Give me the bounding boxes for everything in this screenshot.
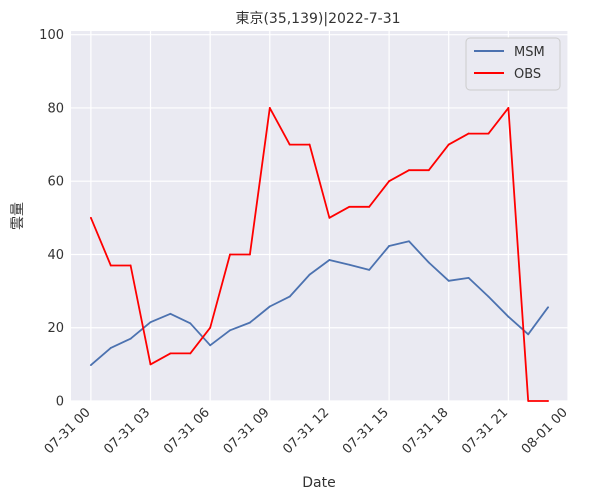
data-point-msm [527, 333, 530, 336]
data-point-obs [89, 216, 92, 219]
data-point-msm [447, 279, 450, 282]
data-point-msm [89, 364, 92, 366]
series-layer [89, 107, 550, 402]
x-tick-label: 07-31 18 [400, 405, 452, 457]
y-tick-label: 40 [47, 248, 64, 263]
y-axis-title: 雲量 [10, 202, 26, 230]
data-point-obs [268, 107, 271, 109]
series-line-obs [90, 107, 549, 402]
y-tick-label: 80 [47, 101, 64, 116]
data-point-msm [169, 312, 172, 315]
data-point-obs [129, 264, 132, 267]
data-point-obs [507, 107, 510, 109]
data-point-msm [507, 315, 510, 318]
y-tick-label: 0 [56, 395, 64, 410]
x-tick-label: 07-31 09 [221, 405, 273, 457]
data-point-obs [109, 264, 112, 267]
data-point-msm [149, 321, 152, 324]
data-point-msm [308, 273, 311, 276]
data-point-obs [209, 326, 212, 329]
data-point-obs [328, 216, 331, 219]
series-line-msm [90, 240, 549, 366]
x-tick-label: 07-31 03 [101, 405, 153, 457]
data-point-obs [547, 400, 550, 402]
x-tick-label: 07-31 21 [459, 405, 511, 457]
plot-area [71, 31, 568, 401]
data-point-msm [368, 268, 371, 271]
data-point-msm [487, 295, 490, 298]
data-point-obs [408, 169, 410, 172]
data-point-msm [388, 245, 390, 247]
data-point-msm [129, 337, 132, 340]
data-point-msm [268, 305, 271, 308]
data-point-msm [288, 295, 291, 298]
data-point-obs [149, 363, 152, 366]
data-point-msm [427, 261, 430, 264]
data-point-msm [249, 321, 251, 324]
x-tick-label: 07-31 15 [340, 405, 392, 457]
x-tick-label: 07-31 00 [42, 405, 94, 457]
x-axis-title: Date [302, 475, 335, 491]
chart-title: 東京(35,139)|2022-7-31 [235, 11, 400, 27]
data-point-obs [388, 180, 390, 183]
data-point-msm [229, 329, 231, 332]
x-tick-label: 07-31 06 [161, 405, 213, 457]
legend-box [465, 37, 561, 91]
data-point-obs [487, 132, 490, 135]
data-point-obs [467, 132, 470, 135]
data-point-msm [408, 240, 410, 243]
data-point-obs [229, 253, 231, 256]
data-point-obs [348, 205, 351, 208]
data-point-msm [348, 263, 351, 266]
y-tick-label: 60 [47, 175, 64, 190]
y-tick-label: 20 [47, 321, 64, 336]
data-point-obs [368, 205, 371, 208]
legend-label-obs: OBS [514, 67, 541, 82]
data-point-obs [288, 143, 291, 146]
x-tick-label: 07-31 12 [280, 405, 332, 457]
legend-label-msm: MSM [514, 45, 545, 60]
data-point-obs [308, 143, 311, 146]
data-point-obs [527, 400, 530, 402]
data-point-msm [467, 277, 470, 279]
data-point-obs [447, 143, 450, 146]
data-point-obs [427, 169, 430, 172]
data-point-msm [547, 306, 550, 309]
x-tick-label: 08-01 00 [519, 405, 571, 457]
data-point-msm [209, 344, 212, 347]
data-point-msm [109, 346, 112, 349]
data-point-obs [189, 352, 192, 355]
data-point-obs [249, 253, 251, 256]
y-tick-label: 100 [39, 28, 64, 43]
data-point-msm [328, 259, 331, 261]
legend: MSM OBS [465, 37, 561, 91]
data-point-obs [169, 352, 172, 355]
data-point-msm [189, 322, 192, 325]
